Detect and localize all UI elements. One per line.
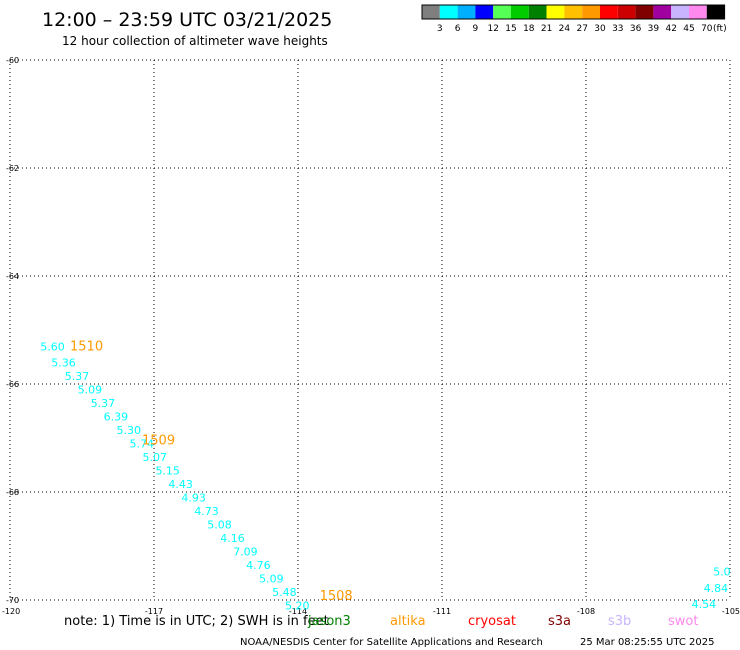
wave-height-point: 5.20 — [285, 600, 310, 613]
chart-title: 12:00 – 23:59 UTC 03/21/2025 — [42, 9, 332, 31]
footer-timestamp: 25 Mar 08:25:55 UTC 2025 — [580, 637, 715, 648]
color-scale-label: 12 — [487, 24, 498, 34]
grid-lines — [9, 59, 731, 601]
wave-height-point: 5.37 — [65, 370, 90, 383]
wave-height-point: 4.73 — [194, 505, 219, 518]
chart-subtitle: 12 hour collection of altimeter wave hei… — [62, 34, 328, 48]
wave-height-point: 5.30 — [117, 424, 142, 437]
color-scale-swatch — [635, 5, 654, 19]
pass-time-label: 1509 — [142, 433, 175, 448]
color-scale-label: 27 — [576, 24, 587, 34]
y-tick-label: -64 — [6, 272, 19, 281]
wave-height-point: 4.54 — [692, 598, 717, 611]
color-scale-swatch — [457, 5, 476, 19]
plot-background — [10, 60, 730, 600]
color-scale-swatch — [617, 5, 636, 19]
satellite-legend-item: s3a — [548, 614, 571, 629]
wave-height-point: 4.76 — [246, 559, 271, 572]
wave-height-point: 4.93 — [181, 492, 206, 505]
color-scale-label: 3 — [437, 24, 443, 34]
wave-height-point: 5.36 — [51, 357, 76, 370]
y-tick-label: -66 — [6, 380, 19, 389]
color-scale-label: 9 — [473, 24, 479, 34]
color-scale-label: 18 — [523, 24, 535, 34]
pass-time-label: 1510 — [70, 340, 103, 355]
time-labels: 1510 1509 1508 — [70, 340, 353, 604]
satellite-legend-item: altika — [390, 614, 426, 629]
wave-height-point: 5.07 — [142, 451, 167, 464]
wave-height-point: 7.09 — [233, 546, 258, 559]
color-scale-label: 33 — [612, 24, 623, 34]
color-scale-swatch — [600, 5, 618, 19]
wave-height-point: 5.09 — [259, 573, 284, 586]
color-scale-label: 70 — [701, 24, 713, 34]
x-tick-label: -105 — [722, 607, 740, 616]
color-scale-swatch — [475, 5, 494, 19]
wave-height-color-scale: 3 6 9 12 15 18 21 24 27 30 33 36 39 42 45 70 (ft) — [421, 4, 727, 34]
color-scale-label: 45 — [683, 24, 694, 34]
color-scale-label: 36 — [630, 24, 642, 34]
y-tick-label: -70 — [6, 596, 19, 605]
color-scale-label: 42 — [665, 24, 676, 34]
wave-height-point: 4.84 — [704, 582, 729, 595]
satellite-legend-item: cryosat — [468, 614, 516, 629]
wave-height-point: 5.48 — [272, 586, 297, 599]
wave-height-point: 6.39 — [104, 411, 129, 424]
wave-height-point: 5.37 — [91, 397, 116, 410]
color-scale-swatch — [582, 5, 600, 19]
color-scale-unit: (ft) — [713, 24, 727, 34]
color-scale-swatch — [564, 5, 583, 19]
color-scale-swatch — [706, 5, 725, 19]
y-tick-label: -62 — [6, 164, 19, 173]
wave-height-point: 5.74 — [130, 438, 155, 451]
y-axis-ticks: -60 -62 -64 -66 -68 -70 — [6, 56, 19, 605]
y-tick-label: -68 — [6, 488, 19, 497]
satellite-legend-item: jason3 — [307, 614, 351, 629]
color-scale-label: 15 — [505, 24, 516, 34]
color-scale-swatch — [439, 5, 458, 19]
footer-credit: NOAA/NESDIS Center for Satellite Applica… — [240, 637, 543, 648]
x-tick-label: -108 — [577, 607, 595, 616]
color-scale-border — [421, 4, 726, 20]
color-scale-label: 6 — [455, 24, 461, 34]
wave-height-labels: 5.605.365.375.095.376.395.305.745.075.15… — [40, 341, 730, 613]
wave-height-point: 5.60 — [40, 341, 65, 354]
x-tick-label: -111 — [433, 607, 451, 616]
color-scale-swatch — [671, 5, 689, 19]
color-scale-swatch — [689, 5, 707, 19]
color-scale-label: 24 — [559, 24, 571, 34]
wave-height-point: 4.43 — [168, 478, 193, 491]
wave-height-point: 5.08 — [207, 519, 232, 532]
color-scale-swatch — [653, 5, 672, 19]
color-scale-label: 39 — [648, 24, 660, 34]
wave-height-point: 4.16 — [220, 532, 245, 545]
wave-height-point: 5.0 — [713, 566, 731, 579]
color-scale-swatch — [528, 5, 547, 19]
satellite-legend-item: swot — [668, 614, 698, 629]
y-tick-label: -60 — [6, 56, 19, 65]
color-scale-swatch — [511, 5, 529, 19]
x-tick-label: -117 — [145, 607, 163, 616]
satellite-legend: jason3 altika cryosat s3a s3b swot — [307, 614, 698, 629]
wave-height-point: 5.09 — [78, 384, 103, 397]
x-tick-label: -114 — [289, 607, 307, 616]
x-axis-ticks: -120 -117 -114 -111 -108 -105 — [2, 607, 740, 616]
footer-note: note: 1) Time is in UTC; 2) SWH is in fe… — [64, 614, 329, 629]
plot-area: -60-62-64-66-68-70 -120 -117 -114 -111 -108-… — [2, 56, 740, 616]
x-tick-label: -120 — [2, 607, 20, 616]
wave-height-point: 5.15 — [155, 465, 180, 478]
color-scale-label: 21 — [541, 24, 552, 34]
color-scale-swatch — [422, 5, 440, 19]
color-scale-swatch — [493, 5, 511, 19]
satellite-legend-item: s3b — [608, 614, 631, 629]
pass-time-label: 1508 — [320, 589, 353, 604]
color-scale-label: 30 — [594, 24, 606, 34]
color-scale-swatch — [546, 5, 565, 19]
